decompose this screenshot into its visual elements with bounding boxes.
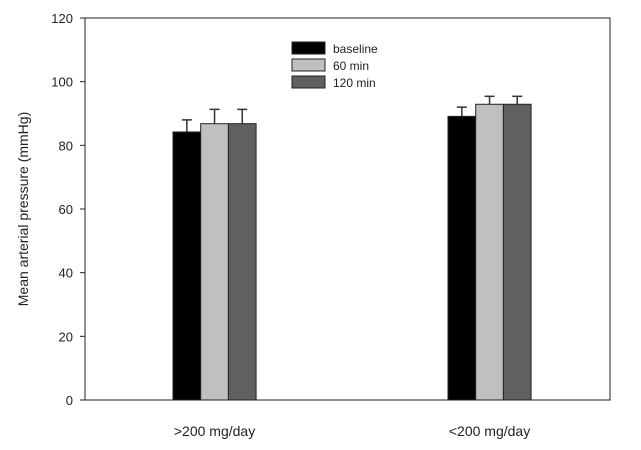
legend-swatch [291,58,326,72]
bar-120-min [227,123,257,401]
legend-swatch [291,41,326,55]
legend-label: 120 min [333,76,376,90]
y-tick-label: 20 [59,329,73,344]
bar-60-min [475,103,504,401]
y-tick-label: 60 [59,202,73,217]
bar-baseline [172,131,202,401]
legend-label: 60 min [333,59,369,73]
y-tick-label: 100 [51,75,73,90]
x-tick-label: >200 mg/day [174,423,255,439]
y-axis-label: Mean arterial pressure (mmHg) [15,112,31,307]
y-tick-label: 0 [66,393,73,408]
bar-baseline [447,115,477,401]
bar-60-min [200,123,229,401]
legend-swatch [291,75,326,89]
bar-120-min [502,103,532,401]
y-tick-label: 80 [59,138,73,153]
legend-label: baseline [333,42,378,56]
y-tick-label: 120 [51,11,73,26]
y-tick-label: 40 [59,266,73,281]
x-tick-label: <200 mg/day [449,423,530,439]
